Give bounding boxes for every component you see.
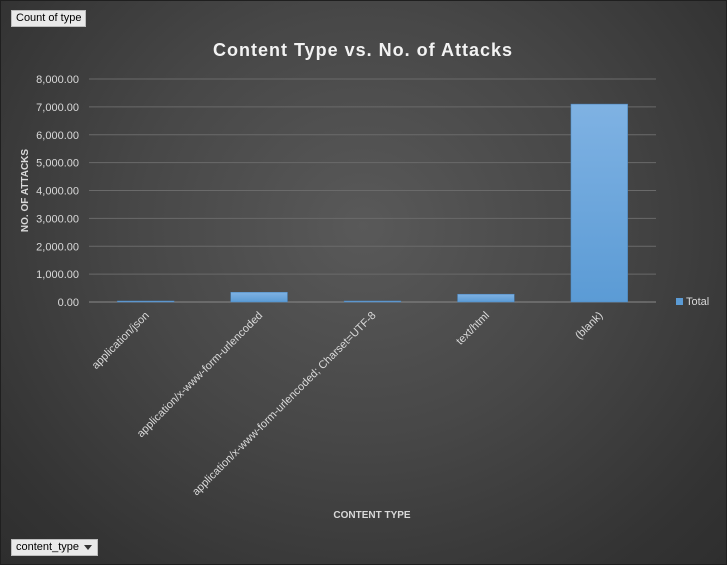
x-tick-label: application/json — [90, 310, 152, 372]
bar — [117, 300, 175, 303]
legend-label: Total — [686, 296, 709, 308]
x-tick-label: application/x-www-form-urlencoded; Chars… — [190, 310, 379, 499]
y-tick-label: 5,000.00 — [36, 158, 79, 170]
y-tick-label: 7,000.00 — [36, 102, 79, 114]
bar — [570, 103, 628, 303]
value-field-button[interactable]: Count of type — [11, 10, 87, 27]
x-axis-label: CONTENT TYPE — [333, 510, 411, 521]
x-tick-label: (blank) — [573, 310, 605, 342]
axis-field-label: content_type — [16, 541, 79, 553]
bar — [343, 300, 402, 303]
axis-field-dropdown[interactable]: content_type — [11, 539, 98, 556]
bar — [457, 293, 515, 303]
y-axis-label: NO. OF ATTACKS — [20, 149, 31, 232]
x-tick-label: application/x-www-form-urlencoded — [135, 310, 265, 440]
x-tick-label: text/html — [454, 310, 492, 348]
y-tick-label: 2,000.00 — [36, 241, 79, 253]
y-tick-label: 4,000.00 — [36, 186, 79, 198]
y-tick-label: 6,000.00 — [36, 130, 79, 142]
chart-title: Content Type vs. No. of Attacks — [213, 40, 513, 60]
y-tick-label: 3,000.00 — [36, 213, 79, 225]
y-tick-label: 8,000.00 — [36, 74, 79, 86]
legend-swatch — [676, 298, 683, 305]
y-tick-label: 0.00 — [58, 297, 79, 309]
y-tick-label: 1,000.00 — [36, 269, 79, 281]
bar — [230, 291, 288, 303]
chevron-down-icon[interactable] — [84, 545, 92, 550]
